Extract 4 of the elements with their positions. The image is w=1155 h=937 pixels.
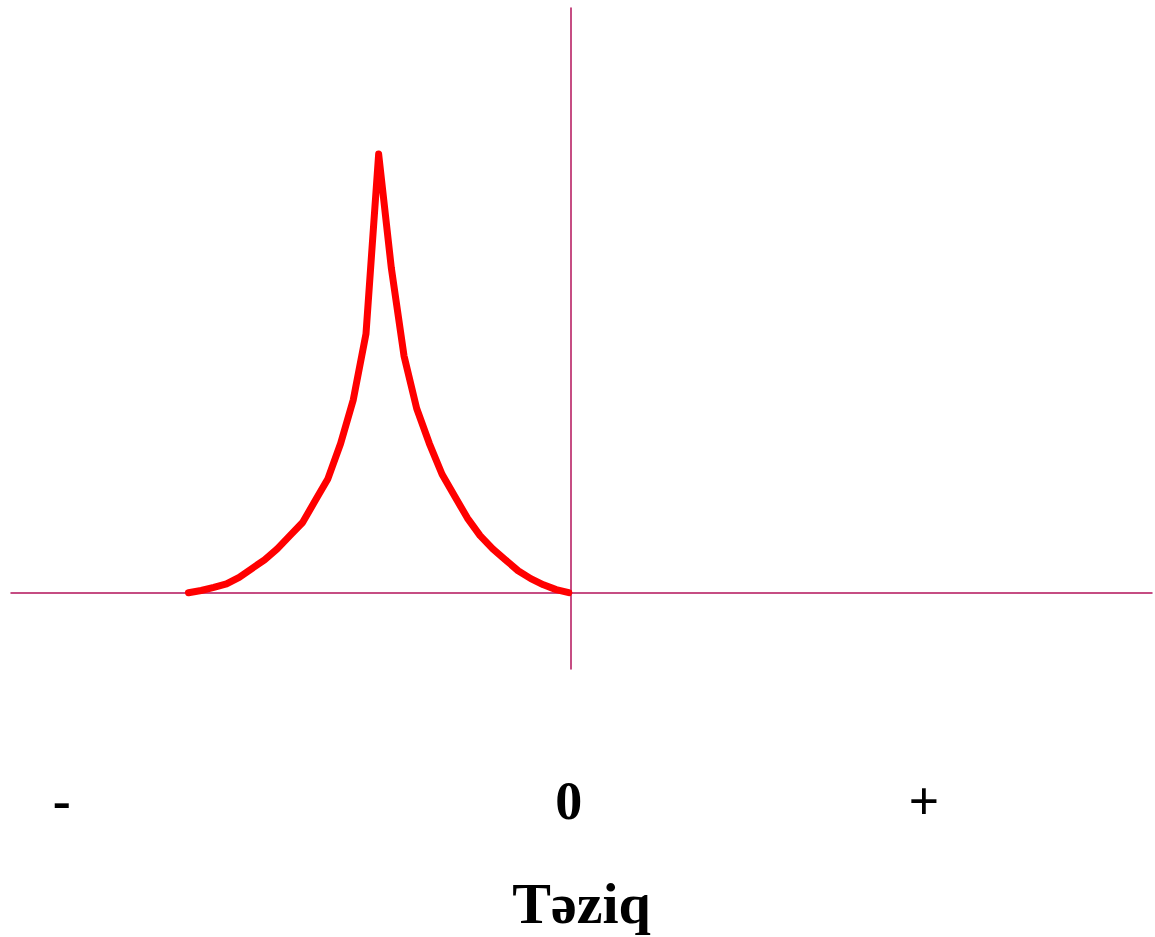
x-tick-label: - <box>52 771 71 831</box>
x-tick-label: 0 <box>555 771 583 831</box>
x-axis-title: Təziq <box>512 870 651 936</box>
x-tick-label: + <box>908 771 940 831</box>
